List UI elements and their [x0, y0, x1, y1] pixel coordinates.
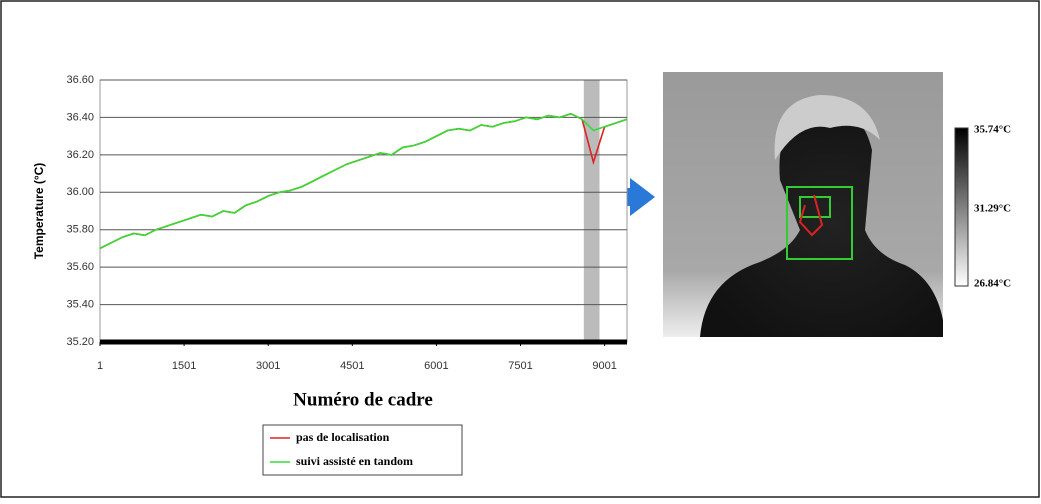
y-tick-label: 36.60 — [66, 74, 94, 86]
figure: Temperature (°C) Numéro de cadre 35.20 35… — [0, 0, 1041, 499]
x-tick-label: 9001 — [592, 360, 616, 372]
x-axis-title: Numéro de cadre — [293, 389, 433, 410]
x-tick-label: 1 — [97, 360, 103, 372]
legend-label: pas de localisation — [296, 430, 390, 444]
highlight-band — [584, 80, 600, 342]
colorbar-label: 35.74°C — [974, 124, 1011, 136]
y-tick-label: 36.40 — [66, 111, 94, 123]
thermal-image — [663, 72, 968, 337]
y-axis-title: Temperature (°C) — [32, 163, 46, 260]
y-tick-label: 35.80 — [66, 224, 94, 236]
x-tick-label: 1501 — [172, 360, 196, 372]
y-tick-label: 36.00 — [66, 186, 94, 198]
y-tick-label: 35.20 — [66, 336, 94, 348]
y-tick-label: 36.20 — [66, 149, 94, 161]
x-tick-label: 4501 — [340, 360, 364, 372]
x-tick-label: 7501 — [508, 360, 532, 372]
colorbar-label: 31.29°C — [974, 203, 1011, 215]
x-tick-label: 3001 — [256, 360, 280, 372]
y-tick-label: 35.40 — [66, 298, 94, 310]
legend-label: suivi assisté en tandom — [296, 454, 413, 468]
colorbar-label: 26.84°C — [974, 278, 1011, 290]
x-tick-label: 6001 — [424, 360, 448, 372]
y-tick-label: 35.60 — [66, 261, 94, 273]
plot-area — [100, 80, 627, 342]
